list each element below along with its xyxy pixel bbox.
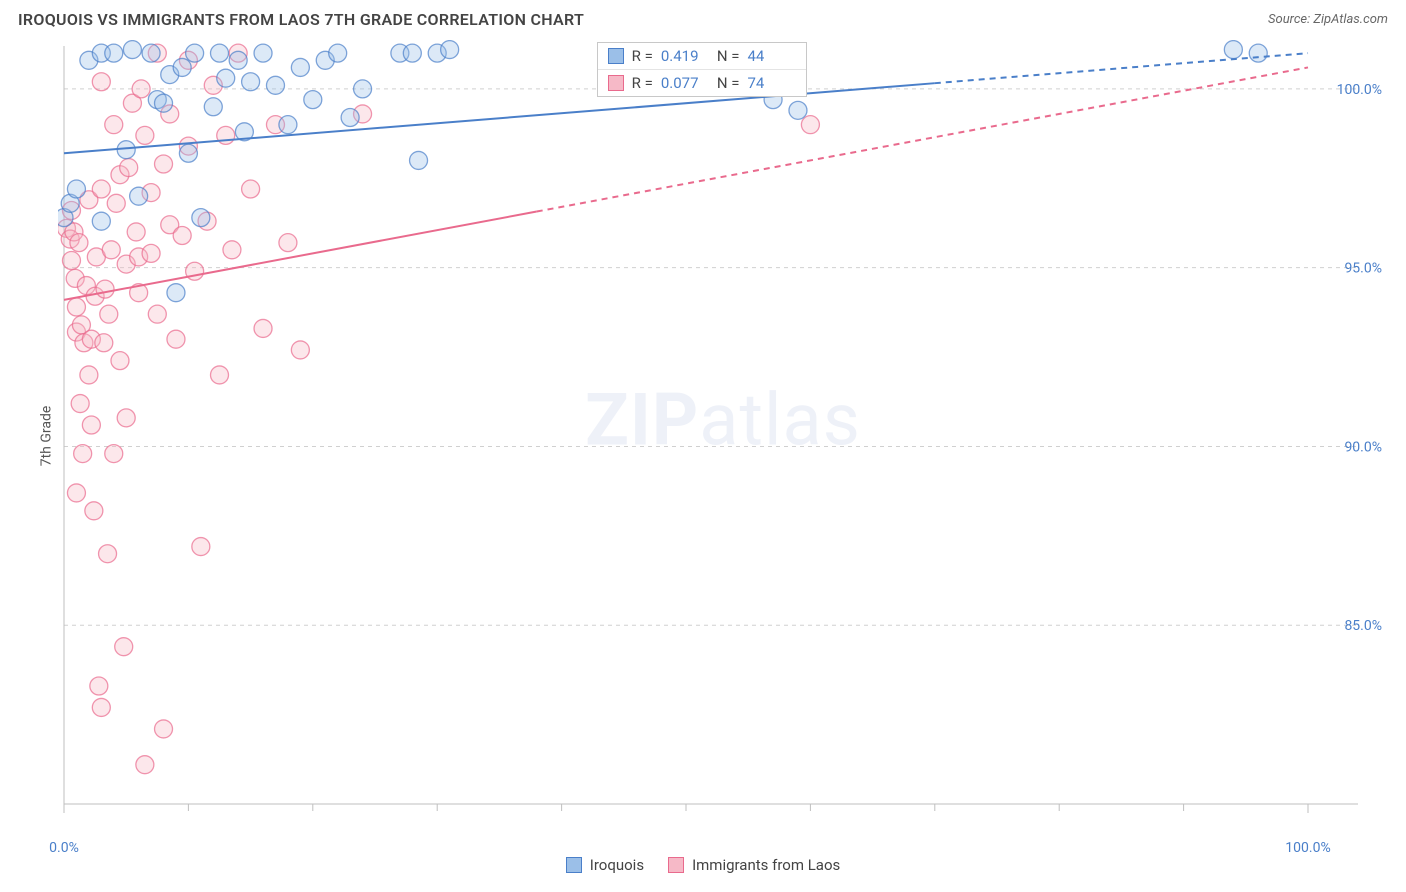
stats-row: R = 0.419 N = 44 <box>598 43 806 70</box>
legend-swatch <box>668 857 684 873</box>
legend-swatch <box>566 857 582 873</box>
stats-row: R = 0.077 N = 74 <box>598 70 806 96</box>
legend-item: Immigrants from Laos <box>668 856 840 874</box>
x-tick-label: 0.0% <box>49 840 79 856</box>
chart-header: IROQUOIS VS IMMIGRANTS FROM LAOS 7TH GRA… <box>0 0 1406 37</box>
svg-text:100.0%: 100.0% <box>1337 82 1382 98</box>
r-label: R = <box>632 74 653 92</box>
n-label: N = <box>717 74 740 92</box>
series-swatch <box>608 75 624 91</box>
y-axis-label: 7th Grade <box>38 406 54 467</box>
x-tick-label: 100.0% <box>1285 840 1330 856</box>
chart-area: 7th Grade ZIPatlas 85.0%90.0%95.0%100.0%… <box>18 40 1388 832</box>
legend-item: Iroquois <box>566 856 644 874</box>
r-value: 0.419 <box>661 47 709 65</box>
legend-label: Immigrants from Laos <box>692 856 840 874</box>
n-value: 74 <box>748 74 796 92</box>
chart-source: Source: ZipAtlas.com <box>1268 12 1388 27</box>
legend-label: Iroquois <box>590 856 644 874</box>
correlation-stats-box: R = 0.419 N = 44 R = 0.077 N = 74 <box>597 42 807 97</box>
r-label: R = <box>632 47 653 65</box>
svg-text:85.0%: 85.0% <box>1344 618 1382 634</box>
svg-text:95.0%: 95.0% <box>1344 261 1382 277</box>
legend: Iroquois Immigrants from Laos <box>0 856 1406 874</box>
n-value: 44 <box>748 47 796 65</box>
scatter-plot: ZIPatlas 85.0%90.0%95.0%100.0% R = 0.419… <box>58 40 1388 832</box>
chart-title: IROQUOIS VS IMMIGRANTS FROM LAOS 7TH GRA… <box>18 10 584 29</box>
series-swatch <box>608 48 624 64</box>
plot-svg: 85.0% 90.0% 95.0% 100.0% <box>58 40 1388 832</box>
svg-text:90.0%: 90.0% <box>1344 439 1382 455</box>
n-label: N = <box>717 47 740 65</box>
r-value: 0.077 <box>661 74 709 92</box>
